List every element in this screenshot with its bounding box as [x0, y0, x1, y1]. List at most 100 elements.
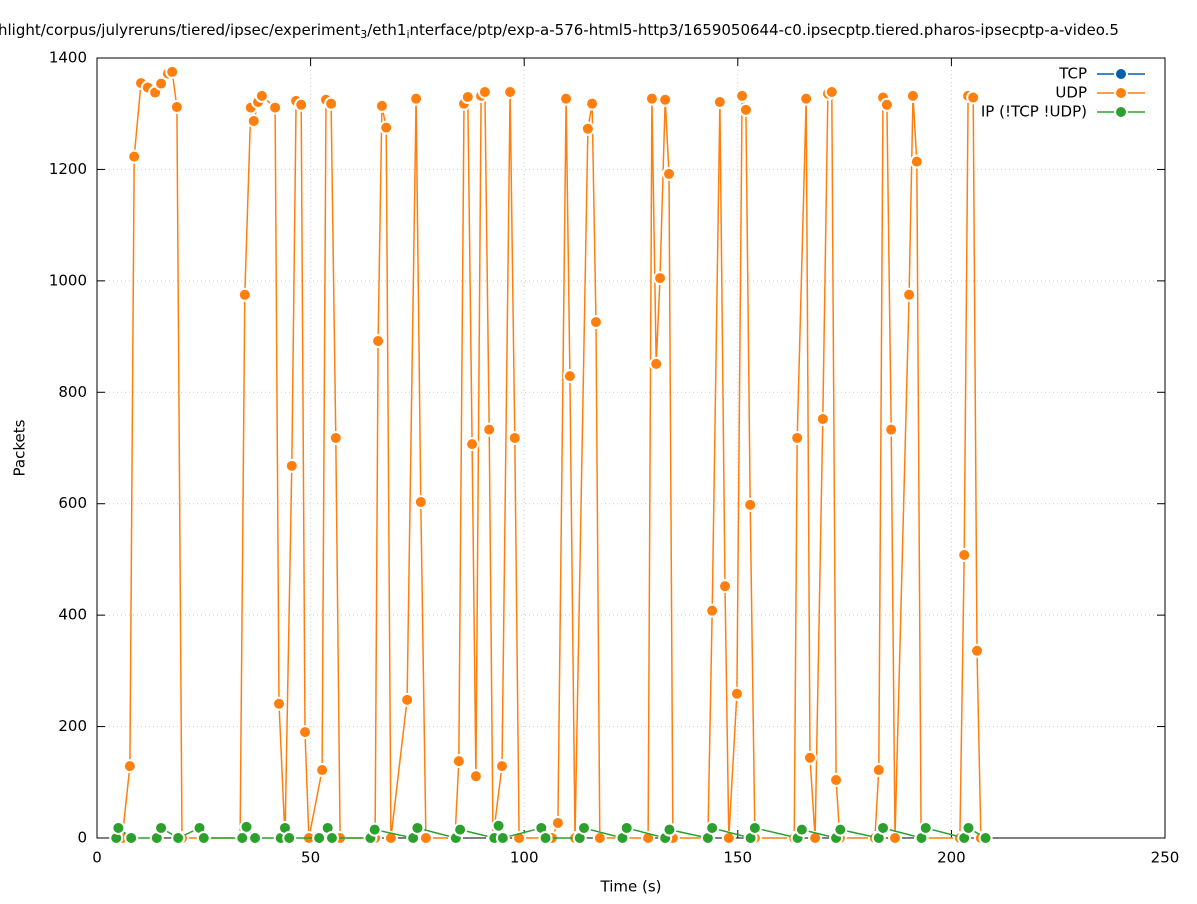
- title-subscript: 3: [360, 28, 367, 41]
- x-tick-label: 250: [1151, 849, 1180, 867]
- data-point: [196, 831, 211, 845]
- data-point: [237, 287, 252, 302]
- data-point: [653, 271, 668, 286]
- y-tick-label: 800: [58, 383, 87, 401]
- data-point: [410, 820, 425, 835]
- data-point: [154, 76, 169, 91]
- data-point: [662, 822, 677, 837]
- data-point: [871, 763, 886, 778]
- data-point: [961, 820, 976, 835]
- data-point: [735, 88, 750, 103]
- data-point: [876, 820, 891, 835]
- data-point: [246, 113, 261, 128]
- data-point: [729, 686, 744, 701]
- title-part: nterface/ptp/exp-a-576-html5-http3/16590…: [410, 21, 1119, 39]
- y-tick-label: 200: [58, 717, 87, 735]
- data-point: [248, 831, 263, 845]
- data-point: [460, 90, 475, 104]
- x-tick-label: 200: [937, 849, 966, 867]
- data-point: [588, 315, 603, 330]
- data-point: [127, 149, 142, 164]
- data-point: [649, 356, 664, 371]
- data-point: [282, 831, 297, 845]
- data-point: [802, 750, 817, 765]
- x-axis-label: Time (s): [600, 878, 662, 896]
- data-point: [324, 831, 339, 845]
- legend-marker: [1114, 86, 1128, 100]
- data-point: [371, 334, 386, 349]
- data-point: [465, 437, 480, 452]
- data-point: [254, 88, 269, 103]
- data-point: [383, 831, 398, 845]
- data-point: [966, 90, 981, 105]
- y-tick-label: 600: [58, 494, 87, 512]
- data-point: [477, 84, 492, 99]
- data-point: [400, 692, 415, 707]
- data-point: [409, 91, 424, 106]
- data-point: [324, 96, 339, 111]
- data-point: [905, 88, 920, 103]
- data-point: [970, 643, 985, 658]
- data-point: [705, 820, 720, 835]
- legend-marker: [1114, 105, 1128, 119]
- data-point: [712, 95, 727, 110]
- legend-label: UDP: [1055, 84, 1087, 102]
- data-point: [122, 759, 137, 774]
- data-point: [879, 97, 894, 112]
- data-point: [888, 831, 903, 845]
- data-point: [658, 92, 673, 107]
- data-point: [298, 725, 313, 740]
- data-point: [154, 820, 169, 835]
- data-point: [909, 154, 924, 169]
- data-point: [799, 91, 814, 106]
- data-point: [538, 831, 553, 845]
- data-point: [124, 831, 139, 845]
- data-point: [585, 96, 600, 111]
- data-point: [815, 412, 830, 427]
- x-tick-label: 100: [510, 849, 539, 867]
- data-point: [619, 820, 634, 835]
- y-tick-label: 1400: [49, 49, 87, 67]
- y-axis-label: Packets: [11, 419, 29, 476]
- data-point: [169, 100, 184, 115]
- data-point: [833, 822, 848, 837]
- data-point: [495, 831, 510, 845]
- data-point: [824, 84, 839, 99]
- data-point: [507, 430, 522, 445]
- data-point: [171, 831, 186, 845]
- data-point: [902, 287, 917, 302]
- data-point: [717, 579, 732, 594]
- data-point: [738, 102, 753, 117]
- data-point: [271, 696, 286, 711]
- data-point: [374, 98, 389, 113]
- data-point: [790, 430, 805, 445]
- x-tick-label: 50: [301, 849, 320, 867]
- data-point: [918, 820, 933, 835]
- data-point: [562, 369, 577, 384]
- data-point: [794, 822, 809, 837]
- data-point: [580, 121, 595, 136]
- data-point: [284, 458, 299, 473]
- y-tick-label: 1000: [49, 271, 87, 289]
- y-tick-label: 1200: [49, 160, 87, 178]
- title-part: hlight/corpus/julyreruns/tiered/ipsec/ex…: [0, 21, 360, 39]
- data-point: [747, 820, 762, 835]
- data-point: [559, 91, 574, 106]
- data-point: [829, 773, 844, 788]
- data-point: [808, 831, 823, 845]
- legend-label: TCP: [1058, 65, 1087, 83]
- data-point: [494, 759, 509, 774]
- data-point: [884, 422, 899, 437]
- data-point: [957, 547, 972, 562]
- legend-marker: [1114, 67, 1128, 81]
- data-point: [644, 91, 659, 106]
- x-tick-label: 0: [92, 849, 102, 867]
- data-point: [328, 430, 343, 445]
- x-tick-label: 150: [723, 849, 752, 867]
- data-point: [550, 815, 565, 830]
- data-point: [978, 831, 993, 845]
- data-point: [451, 754, 466, 769]
- data-point: [453, 822, 468, 837]
- data-point: [239, 819, 254, 834]
